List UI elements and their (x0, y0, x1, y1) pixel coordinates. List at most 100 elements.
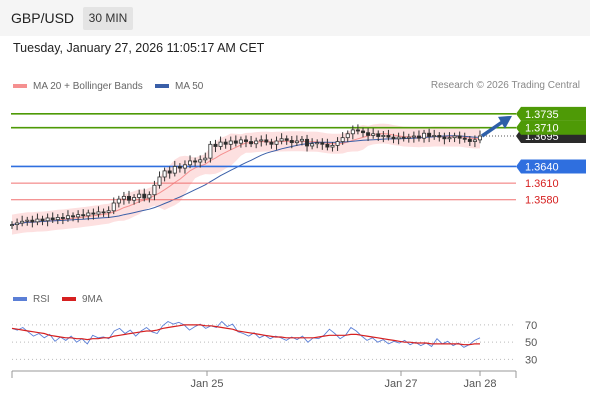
currency-pair-title: GBP/USD (11, 10, 75, 26)
candle-body (137, 193, 142, 198)
candle-body (157, 176, 162, 186)
x-tick-label: Jan 27 (384, 378, 417, 390)
bollinger-band-fill (12, 123, 480, 235)
candle-body (71, 215, 76, 218)
candle-body (340, 137, 345, 142)
candle-body (416, 135, 421, 139)
candle-body (249, 141, 254, 145)
x-tick-label: Jan 28 (463, 378, 496, 390)
candle-body (284, 138, 289, 141)
candle-body (20, 220, 25, 224)
candle-body (330, 145, 335, 148)
candle-body (386, 135, 391, 138)
candle-body (182, 164, 187, 169)
candle-body (223, 141, 228, 145)
candle-body (269, 141, 274, 145)
candle-body (86, 212, 91, 217)
level-tag-1.3710: 1.3710 (516, 120, 586, 135)
candle-body (106, 210, 111, 213)
candle-body (147, 194, 152, 199)
candle-body (25, 219, 30, 222)
timeframe-button[interactable]: 30 MIN (83, 7, 133, 30)
candle-body (360, 130, 365, 134)
candle-body (96, 211, 101, 215)
candle-body (422, 132, 427, 139)
level-tag-1.3610: 1.3610 (525, 178, 559, 190)
rsi-9ma-line (11, 324, 480, 346)
candle-body (472, 139, 477, 142)
candle-body (279, 138, 284, 142)
legend-rsi: RSI (13, 294, 50, 305)
candle-body (437, 135, 442, 138)
legend-9ma: 9MA (62, 294, 103, 305)
candle-body (315, 142, 320, 145)
candle-body (177, 166, 182, 169)
candle-body (198, 159, 203, 163)
legend-ma20-swatch (13, 84, 27, 89)
candle-body (233, 140, 238, 144)
candle-body (462, 137, 467, 140)
level-tag-1.3735-text: 1.3735 (525, 109, 559, 121)
forecast-arrow-shaft (481, 119, 505, 138)
rsi-tick-30: 30 (525, 354, 537, 366)
candle-body (320, 142, 325, 145)
candle-body (30, 219, 35, 223)
rsi-tick-50: 50 (525, 337, 537, 349)
level-tag-1.3735-shape (516, 106, 586, 121)
candle-body (208, 143, 213, 159)
candle-body (132, 197, 137, 201)
level-tag-1.3735: 1.3735 (516, 106, 586, 121)
candle-body (116, 198, 121, 204)
candle-body (274, 140, 279, 145)
candle-body (355, 129, 360, 132)
candle-body (65, 215, 70, 219)
level-tag-1.3580: 1.3580 (525, 195, 559, 207)
candle-body (162, 170, 167, 178)
candle-body (121, 195, 126, 200)
candle-body (101, 211, 106, 214)
candle-body (442, 136, 447, 140)
legend-ma20-bollinger: MA 20 + Bollinger Bands (13, 81, 143, 92)
candle-body (335, 141, 340, 146)
candle-body (243, 139, 248, 142)
candle-body (467, 138, 472, 142)
candle-body (371, 133, 376, 136)
x-tick-label: Jan 25 (190, 378, 223, 390)
level-tag-1.3710-text: 1.3710 (525, 123, 559, 135)
candle-body (9, 224, 14, 227)
legend-9ma-label: 9MA (82, 294, 103, 305)
candle-body (350, 129, 355, 135)
candle-body (15, 222, 20, 226)
candle-body (142, 193, 147, 199)
candle-body (40, 218, 45, 222)
ma50-line (11, 135, 480, 226)
research-credit: Research © 2026 Trading Central (430, 80, 580, 91)
candle-body (203, 157, 208, 161)
rsi-line (11, 320, 481, 348)
candle-body (259, 139, 264, 142)
candle-body (381, 135, 386, 137)
candle-body (264, 139, 269, 143)
legend-rsi-label: RSI (33, 294, 50, 305)
candle-body (406, 136, 411, 139)
candle-body (167, 170, 172, 174)
legend-ma20-label: MA 20 + Bollinger Bands (33, 81, 143, 92)
level-tag-1.3640-shape (516, 159, 586, 174)
level-tag-1.3580-text: 1.3580 (525, 195, 559, 207)
candle-body (299, 138, 304, 142)
candle-body (447, 137, 452, 140)
candle-body (76, 214, 81, 218)
legend-ma50: MA 50 (155, 81, 203, 92)
candle-body (325, 143, 330, 148)
candle-body (254, 140, 259, 145)
candle-body (477, 135, 482, 141)
candle-body (218, 141, 223, 147)
candle-body (305, 138, 310, 147)
candle-body (213, 143, 218, 147)
candle-body (294, 140, 299, 144)
candle-body (81, 214, 86, 217)
candle-body (55, 217, 60, 221)
candle-body (228, 140, 233, 145)
legend-9ma-swatch (62, 297, 76, 302)
